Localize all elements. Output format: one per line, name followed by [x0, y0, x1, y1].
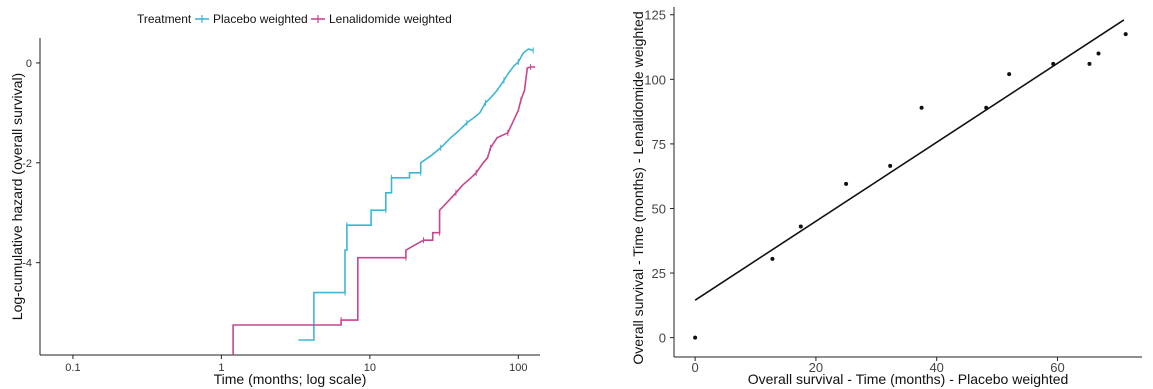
scatter-point: [1087, 61, 1092, 66]
left-y-axis-title: Log-cumulative hazard (overall survival): [9, 73, 25, 320]
scatter-point: [1007, 72, 1012, 77]
scatter-point: [693, 335, 698, 340]
scatter-point: [1051, 61, 1056, 66]
legend-label: Lenalidomide weighted: [329, 12, 452, 26]
legend-title: Treatment: [137, 12, 192, 26]
scatter-point: [984, 105, 989, 110]
legend-label: Placebo weighted: [213, 12, 308, 26]
left-y-tick-label: 0: [26, 58, 32, 70]
left-x-tick-label: 100: [509, 362, 527, 374]
right-x-tick-label: 60: [1050, 360, 1064, 375]
scatter-point: [919, 105, 924, 110]
fit-line: [694, 19, 1125, 301]
scatter-point: [1096, 51, 1101, 56]
right-y-tick-label: 125: [644, 8, 666, 23]
right-y-tick-label: 0: [659, 331, 666, 346]
scatter-point: [844, 181, 849, 186]
left-y-tick-label: -2: [22, 158, 32, 170]
right-y-tick-label: 50: [652, 201, 666, 216]
lenalidomide-hazard-line: [232, 66, 536, 355]
right-x-tick-label: 20: [809, 360, 823, 375]
right-x-tick-label: 0: [692, 360, 699, 375]
right-y-tick-label: 75: [652, 137, 666, 152]
left-x-axis-title: Time (months; log scale): [214, 371, 367, 387]
left-x-tick-label: 1: [218, 362, 224, 374]
right-y-axis-title: Overall survival - Time (months) - Lenal…: [630, 11, 646, 364]
scatter-point: [1123, 32, 1128, 37]
left-x-tick-label: 10: [364, 362, 376, 374]
scatter-point: [770, 256, 775, 261]
scatter-point: [798, 224, 803, 229]
left-y-tick-label: -4: [22, 258, 32, 270]
left-x-tick-label: 0.1: [65, 362, 80, 374]
right-y-tick-label: 25: [652, 266, 666, 281]
right-x-axis-title: Overall survival - Time (months) - Place…: [748, 371, 1069, 387]
right-y-tick-label: 100: [644, 72, 666, 87]
right-x-tick-label: 40: [929, 360, 943, 375]
scatter-point: [888, 163, 893, 168]
placebo-hazard-line: [298, 48, 534, 341]
